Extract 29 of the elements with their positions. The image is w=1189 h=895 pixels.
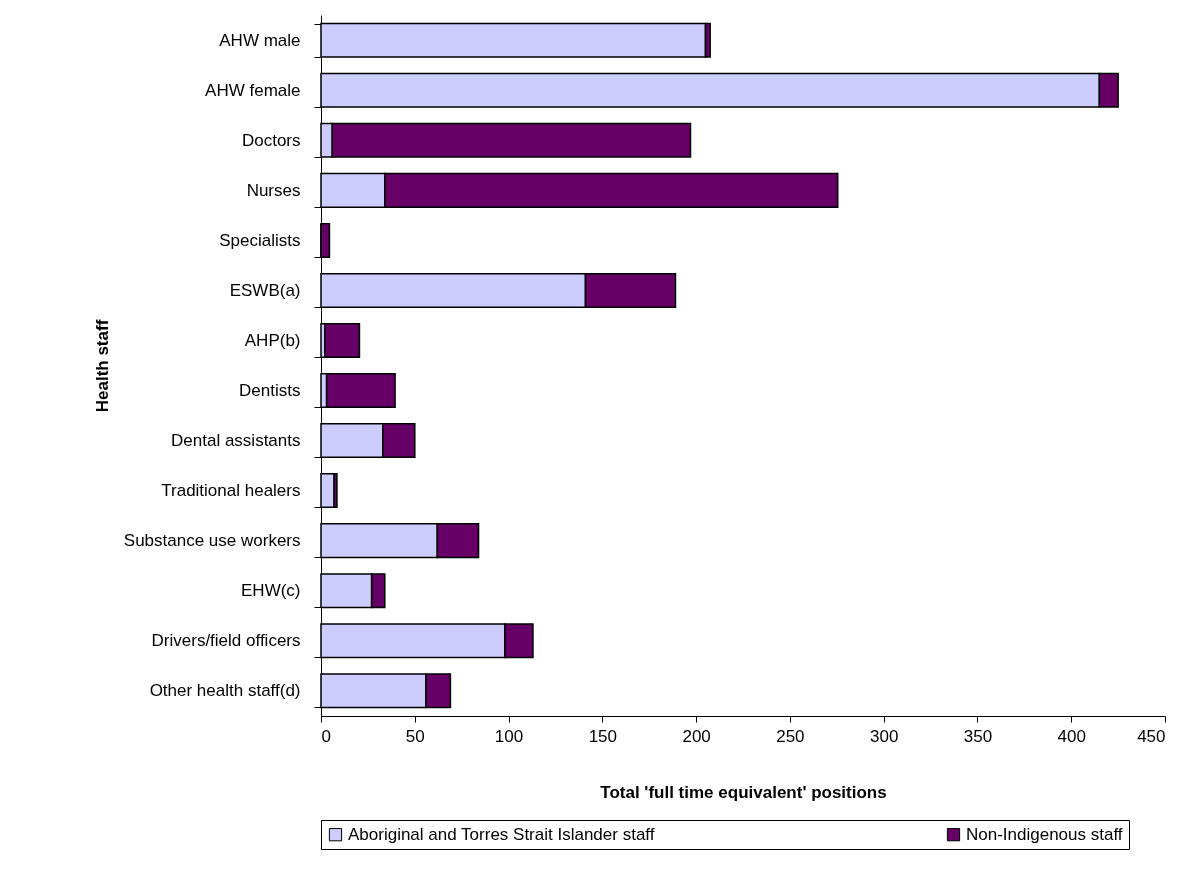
x-tick-label: 0 xyxy=(321,726,331,746)
x-tick-label: 200 xyxy=(682,726,711,746)
y-tick-label: Doctors xyxy=(241,130,301,150)
x-tick-label: 300 xyxy=(869,726,899,746)
x-tick-label: 250 xyxy=(776,726,805,746)
y-tick-label: Specialists xyxy=(219,230,301,250)
x-tick-label: 100 xyxy=(494,726,524,746)
y-tick-label: Dentists xyxy=(239,381,301,401)
x-tick-label: 150 xyxy=(588,726,618,746)
y-tick-label: Other health staff(d) xyxy=(149,681,301,701)
y-tick-label: Traditional healers xyxy=(161,481,301,501)
x-tick-label: 50 xyxy=(405,726,425,746)
x-tick-label: 350 xyxy=(963,726,993,746)
bar xyxy=(324,322,361,358)
y-tick-label: Nurses xyxy=(246,180,301,200)
y-tick-label: Drivers/field officers xyxy=(151,631,301,651)
y-axis-title: Health staff xyxy=(92,319,112,413)
y-tick-label: AHW female xyxy=(205,80,301,100)
x-tick-label: 450 xyxy=(1137,726,1166,746)
y-tick-label: EHW(c) xyxy=(241,581,301,601)
legend-label: Aboriginal and Torres Strait Islander staff xyxy=(348,824,655,844)
x-tick-label: 400 xyxy=(1057,726,1086,746)
legend-label: Non-Indigenous staff xyxy=(966,824,1123,844)
y-tick-label: Dental assistants xyxy=(171,431,301,451)
y-tick-label: Substance use workers xyxy=(123,531,301,551)
y-tick-label: ESWB(a) xyxy=(229,280,301,300)
x-axis-title: Total 'full time equivalent' positions xyxy=(600,782,887,802)
y-tick-label: AHP(b) xyxy=(244,330,301,350)
y-tick-label: AHW male xyxy=(219,30,301,50)
